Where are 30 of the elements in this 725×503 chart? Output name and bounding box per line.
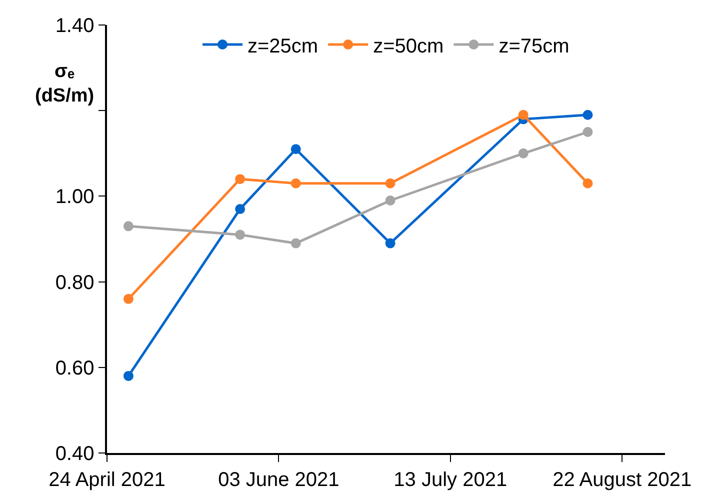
y-tick-label: 1.00 [55, 186, 94, 208]
point [518, 110, 528, 120]
x-tick-label: 24 April 2021 [48, 468, 166, 491]
point [123, 370, 134, 381]
point [290, 144, 301, 154]
y-tick-label: 0.40 [55, 443, 94, 465]
y-tick-label: 0.80 [55, 272, 94, 294]
point [123, 221, 134, 232]
y-axis-title: σₑ (dS/m) [35, 61, 94, 107]
legend-label: z=25cm [248, 35, 318, 58]
point [582, 110, 593, 120]
point [582, 178, 593, 188]
point [290, 238, 301, 248]
point [235, 174, 246, 184]
point [518, 148, 528, 158]
y-tick-label: 0.60 [55, 357, 94, 380]
point [385, 195, 396, 206]
x-tick-label: 13 July 2021 [394, 468, 508, 491]
y-tick-label: 1.40 [55, 15, 94, 37]
point [582, 127, 593, 137]
point [385, 178, 396, 188]
point [123, 294, 134, 304]
point [290, 178, 301, 188]
point [235, 204, 246, 214]
x-tick-label: 22 August 2021 [552, 468, 692, 491]
x-tick-label: 03 June 2021 [218, 468, 340, 491]
legend-label: z=75cm [498, 35, 570, 58]
point [385, 238, 396, 248]
point [235, 230, 246, 240]
legend-label: z=50cm [373, 35, 444, 58]
